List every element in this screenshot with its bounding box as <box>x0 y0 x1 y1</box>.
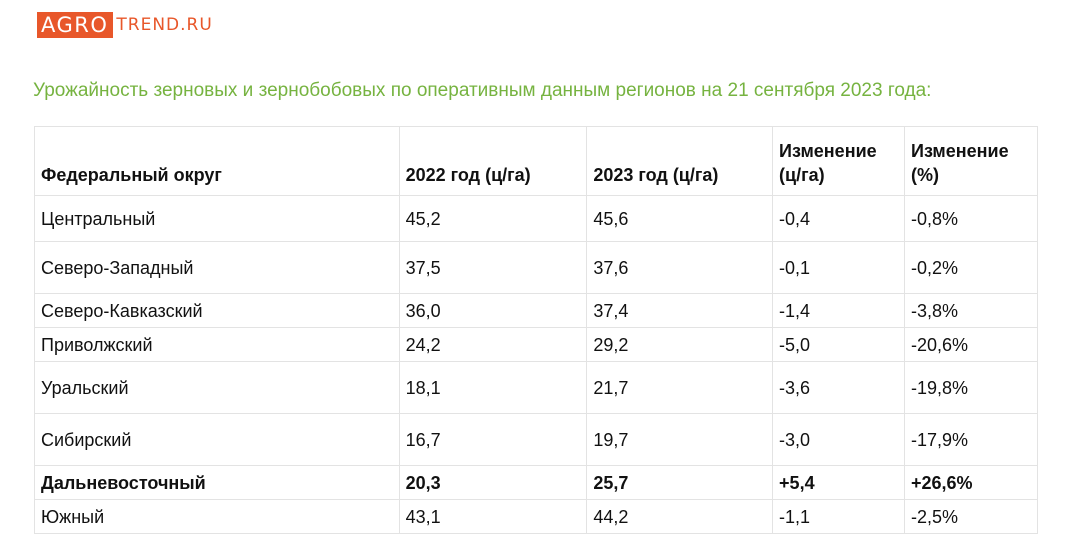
cell-district: Северо-Кавказский <box>34 293 400 328</box>
cell-change-abs: -1,1 <box>772 499 905 534</box>
cell-2023: 37,4 <box>586 293 774 328</box>
table-row: Уральский 18,1 21,7 -3,6 -19,8% <box>34 361 1038 414</box>
cell-change-pct: -20,6% <box>904 327 1038 362</box>
cell-change-pct: +26,6% <box>904 465 1038 500</box>
cell-district: Сибирский <box>34 413 400 466</box>
logo-boxed-text: AGRO <box>37 12 114 38</box>
page-title: Урожайность зерновых и зернобобовых по о… <box>33 80 932 101</box>
cell-district: Приволжский <box>34 327 400 362</box>
cell-district: Дальневосточный <box>34 465 400 500</box>
cell-2023: 29,2 <box>586 327 774 362</box>
cell-2023: 21,7 <box>586 361 774 414</box>
table-row: Дальневосточный 20,3 25,7 +5,4 +26,6% <box>34 465 1038 500</box>
table-row: Сибирский 16,7 19,7 -3,0 -17,9% <box>34 413 1038 466</box>
cell-change-pct: -19,8% <box>904 361 1038 414</box>
header-2023: 2023 год (ц/га) <box>586 126 774 196</box>
yield-table: Федеральный округ 2022 год (ц/га) 2023 г… <box>34 126 1038 534</box>
cell-2023: 37,6 <box>586 241 774 294</box>
cell-district: Уральский <box>34 361 400 414</box>
table-row: Приволжский 24,2 29,2 -5,0 -20,6% <box>34 327 1038 362</box>
cell-change-abs: +5,4 <box>772 465 905 500</box>
cell-2023: 19,7 <box>586 413 774 466</box>
cell-2023: 25,7 <box>586 465 774 500</box>
cell-change-abs: -0,1 <box>772 241 905 294</box>
cell-change-pct: -17,9% <box>904 413 1038 466</box>
cell-district: Южный <box>34 499 400 534</box>
cell-change-pct: -2,5% <box>904 499 1038 534</box>
table-row: Центральный 45,2 45,6 -0,4 -0,8% <box>34 195 1038 242</box>
logo-domain-text: TREND.RU <box>116 15 213 35</box>
cell-district: Центральный <box>34 195 400 242</box>
table-row: Южный 43,1 44,2 -1,1 -2,5% <box>34 499 1038 534</box>
cell-change-abs: -5,0 <box>772 327 905 362</box>
cell-district: Северо-Западный <box>34 241 400 294</box>
header-2022: 2022 год (ц/га) <box>398 126 588 196</box>
table-row: Северо-Западный 37,5 37,6 -0,1 -0,2% <box>34 241 1038 294</box>
cell-change-pct: -0,8% <box>904 195 1038 242</box>
cell-change-abs: -3,6 <box>772 361 905 414</box>
header-change-pct: Изменение (%) <box>904 126 1038 196</box>
cell-change-abs: -3,0 <box>772 413 905 466</box>
table-body: Центральный 45,2 45,6 -0,4 -0,8% Северо-Запад… <box>34 195 1038 534</box>
cell-2023: 44,2 <box>586 499 774 534</box>
cell-2022: 36,0 <box>398 293 588 328</box>
cell-change-abs: -1,4 <box>772 293 905 328</box>
cell-2022: 18,1 <box>398 361 588 414</box>
cell-2022: 43,1 <box>398 499 588 534</box>
cell-change-pct: -3,8% <box>904 293 1038 328</box>
cell-2022: 45,2 <box>398 195 588 242</box>
cell-2022: 24,2 <box>398 327 588 362</box>
cell-change-abs: -0,4 <box>772 195 905 242</box>
agrotrend-logo[interactable]: AGRO TREND.RU <box>37 12 213 38</box>
cell-2023: 45,6 <box>586 195 774 242</box>
cell-2022: 37,5 <box>398 241 588 294</box>
header-change-abs: Изменение (ц/га) <box>772 126 905 196</box>
cell-2022: 20,3 <box>398 465 588 500</box>
cell-2022: 16,7 <box>398 413 588 466</box>
table-row: Северо-Кавказский 36,0 37,4 -1,4 -3,8% <box>34 293 1038 328</box>
cell-change-pct: -0,2% <box>904 241 1038 294</box>
table-header-row: Федеральный округ 2022 год (ц/га) 2023 г… <box>34 126 1038 196</box>
header-district: Федеральный округ <box>34 126 400 196</box>
